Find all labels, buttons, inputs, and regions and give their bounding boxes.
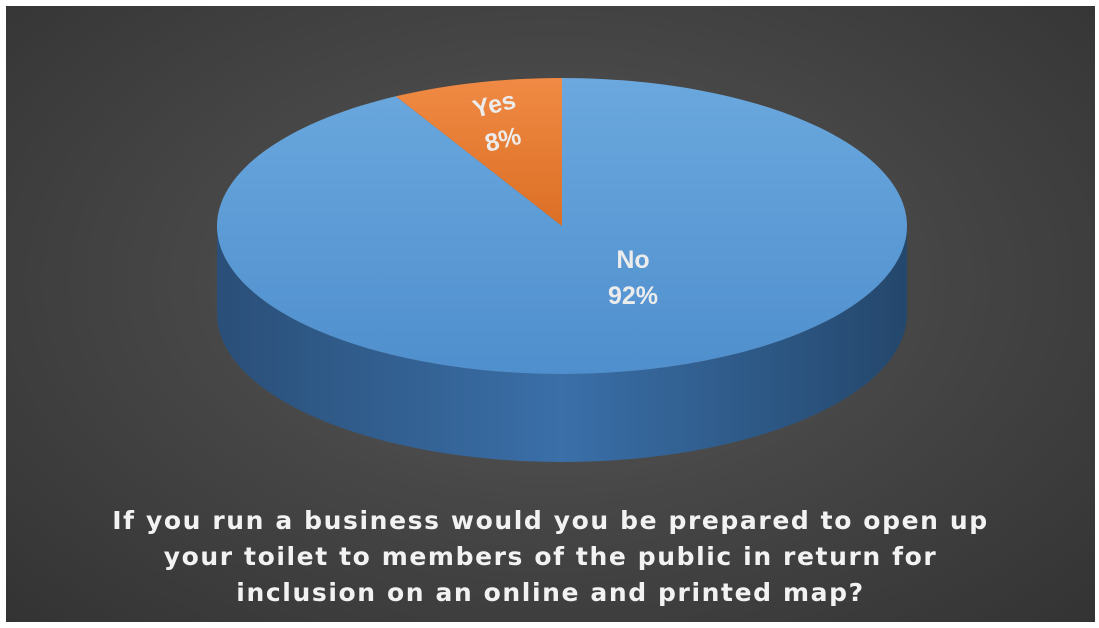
pie-slice-yes (395, 78, 562, 226)
data-label-no: No 92% (608, 246, 658, 310)
pie-chart: No 92%Yes8% (217, 78, 908, 462)
chart-caption: If you run a business would you be prepa… (6, 503, 1095, 611)
pie-slice-no (217, 78, 908, 375)
caption-line-3: inclusion on an online and printed map? (236, 578, 865, 607)
chart-canvas: No 92% Yes8% If you run a business would y… (6, 6, 1095, 622)
pie-side-wall (217, 226, 907, 462)
caption-line-2: your toilet to members of the public in … (163, 542, 938, 571)
caption-line-1: If you run a business would you be prepa… (112, 506, 989, 535)
